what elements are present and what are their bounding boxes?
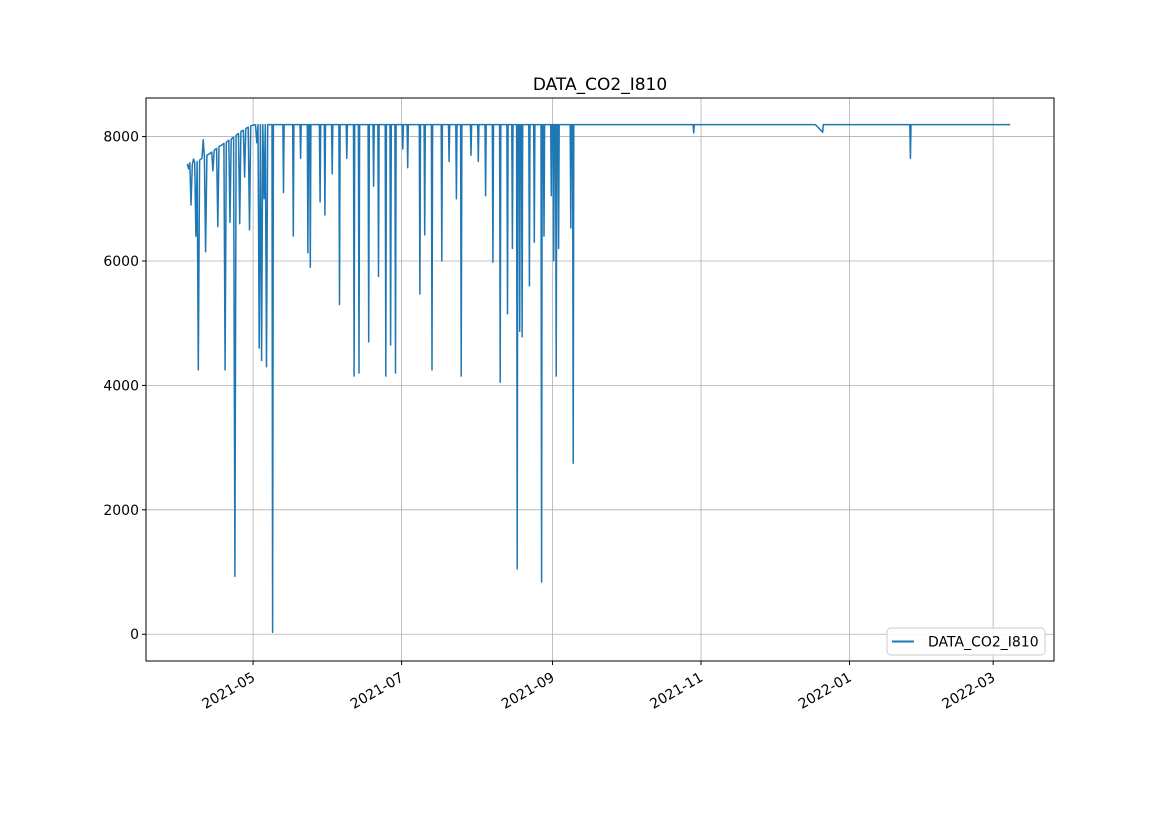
x-tick-label: 2021-05: [199, 670, 258, 713]
legend-label: DATA_CO2_I810: [928, 635, 1039, 651]
data-layer: [186, 123, 1011, 634]
axis-layer: 0 2000 4000 6000 8000 2021-05 2021-07 2021-09 20…: [103, 130, 998, 713]
x-tick-label: 2021-07: [348, 670, 407, 713]
legend: DATA_CO2_I810: [886, 627, 1046, 656]
x-tick-label: 2022-03: [939, 670, 998, 713]
y-tick-label: 2000: [103, 503, 139, 519]
y-tick-label: 0: [130, 627, 139, 643]
legend-box: [886, 627, 1046, 656]
x-tick-label: 2022-01: [796, 670, 855, 713]
x-tick-label: 2021-09: [499, 670, 558, 713]
chart-title: DATA_CO2_I810: [533, 75, 667, 95]
y-tick-label: 8000: [103, 130, 139, 146]
y-tick-label: 4000: [103, 378, 139, 394]
y-tick-label: 6000: [103, 254, 139, 270]
grid-layer: [146, 98, 1054, 661]
plot-border: [145, 97, 1055, 662]
series-line-data-co2-i810: [186, 123, 1011, 634]
x-tick-label: 2021-11: [647, 670, 706, 713]
